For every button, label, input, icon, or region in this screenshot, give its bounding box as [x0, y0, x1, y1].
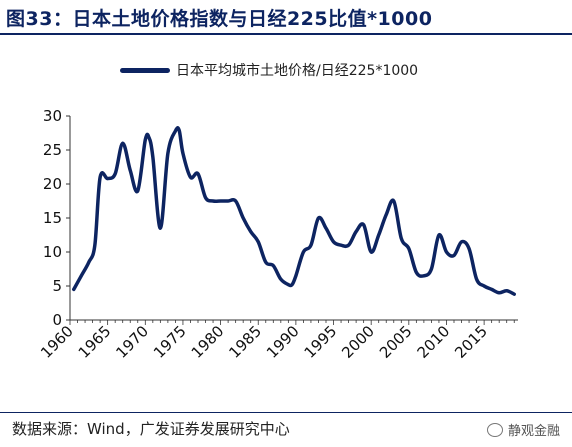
watermark-text: 静观金融: [507, 424, 560, 439]
y-tick-label: 25: [43, 141, 62, 159]
x-tick-label: 2015: [451, 322, 491, 362]
x-tick-label: 1965: [75, 322, 115, 362]
legend-line-swatch: [120, 67, 170, 73]
x-axis-ticks: 1960196519701975198019851990199520002005…: [37, 320, 515, 362]
series-line-0: [72, 126, 516, 296]
x-tick-label: 1980: [188, 322, 228, 362]
x-tick-label: 2010: [414, 322, 454, 362]
y-tick-label: 15: [43, 209, 62, 227]
x-tick-label: 1990: [263, 322, 303, 362]
x-tick-label: 1995: [301, 322, 341, 362]
legend: 日本平均城市土地价格/日经225*1000: [120, 60, 418, 80]
y-tick-label: 10: [43, 243, 62, 261]
x-tick-label: 1970: [112, 322, 152, 362]
x-tick-label: 1975: [150, 322, 190, 362]
y-tick-label: 5: [52, 277, 62, 295]
watermark: 静观金融: [486, 420, 560, 439]
series-layer: [72, 126, 516, 296]
footer-rule: [0, 412, 572, 413]
x-tick-label: 1985: [225, 322, 265, 362]
x-tick-label: 2005: [376, 322, 416, 362]
y-tick-label: 20: [43, 175, 62, 193]
chart-axes: [69, 116, 518, 321]
source-note: 数据来源：Wind，广发证券发展研究中心: [12, 420, 290, 438]
x-tick-label: 2000: [338, 322, 378, 362]
wechat-icon: [486, 422, 503, 437]
legend-label: 日本平均城市土地价格/日经225*1000: [176, 63, 419, 79]
y-tick-label: 0: [52, 311, 62, 329]
y-tick-label: 30: [43, 107, 62, 125]
figure-title: 图33：日本土地价格指数与日经225比值*1000: [6, 8, 433, 30]
y-axis-ticks: 0 5 10 15 20 25 30: [43, 107, 70, 329]
title-rule: [0, 33, 572, 35]
